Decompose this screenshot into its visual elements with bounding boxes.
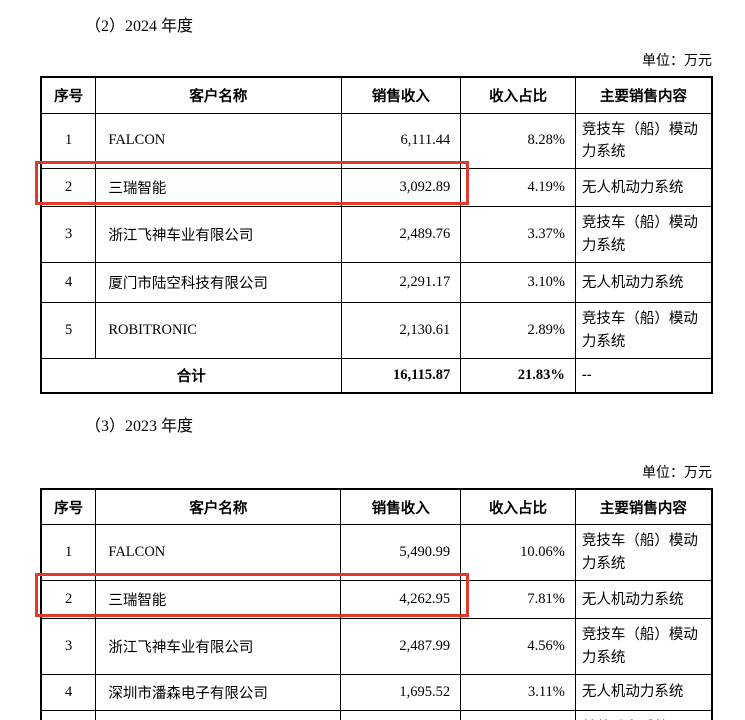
table-header-row: 序号 客户名称 销售收入 收入占比 主要销售内容: [40, 488, 713, 526]
cell-total-revenue: 16,115.87: [340, 358, 462, 394]
col-header-content: 主要销售内容: [574, 76, 713, 114]
cell-total-share: 21.83%: [460, 358, 576, 394]
cell-content: 无人机动力系统: [574, 262, 713, 304]
cell-revenue: 2,130.61: [340, 302, 462, 360]
col-header-no: 序号: [40, 488, 97, 526]
table-row: 4 深圳市潘森电子有限公司 1,695.52 3.11% 无人机动力系统: [40, 674, 713, 712]
table-total-row: 合计 16,115.87 21.83% --: [40, 358, 713, 394]
table-row: 5 ROBITRONIC 2,130.61 2.89% 竞技车（船）模动力系统: [40, 302, 713, 360]
customer-table-2023: 序号 客户名称 销售收入 收入占比 主要销售内容 1 FALCON 5,490.…: [40, 487, 713, 720]
cell-customer: ROBITRONIC: [95, 302, 342, 360]
cell-revenue: 1,667.40: [340, 710, 462, 720]
table-row-highlighted: 2 三瑞智能 3,092.89 4.19% 无人机动力系统: [40, 168, 713, 208]
table-row-highlighted: 2 三瑞智能 4,262.95 7.81% 无人机动力系统: [40, 580, 713, 620]
cell-share: 3.37%: [460, 206, 576, 264]
table-row: 1 FALCON 6,111.44 8.28% 竞技车（船）模动力系统: [40, 112, 713, 170]
cell-total-label: 合计: [40, 358, 342, 394]
cell-content: 竞技车（船）模动力系统: [574, 618, 713, 676]
cell-revenue: 2,487.99: [340, 618, 462, 676]
cell-share: 7.81%: [460, 580, 576, 620]
section-heading-2024: （2）2024 年度: [85, 18, 194, 35]
cell-content: 竞技车（船）模动力系统: [574, 112, 713, 170]
cell-customer: 厦门市陆空科技有限公司: [95, 262, 342, 304]
col-header-customer: 客户名称: [95, 76, 342, 114]
cell-no: 2: [40, 580, 97, 620]
cell-customer: FALCON: [95, 524, 342, 582]
cell-customer: 浙江飞神车业有限公司: [95, 206, 342, 264]
cell-no: 3: [40, 618, 97, 676]
cell-share: 4.56%: [460, 618, 576, 676]
cell-no: 5: [40, 302, 97, 360]
cell-content: 无人机动力系统: [574, 674, 713, 712]
customer-table-2024: 序号 客户名称 销售收入 收入占比 主要销售内容 1 FALCON 6,111.…: [40, 76, 713, 394]
col-header-no: 序号: [40, 76, 97, 114]
table-row: 1 FALCON 5,490.99 10.06% 竞技车（船）模动力系统: [40, 524, 713, 582]
cell-customer: 浙江飞神车业有限公司: [95, 618, 342, 676]
cell-revenue: 3,092.89: [340, 168, 462, 208]
cell-content: 无人机动力系统: [574, 168, 713, 208]
cell-revenue: 6,111.44: [340, 112, 462, 170]
table-row: 4 厦门市陆空科技有限公司 2,291.17 3.10% 无人机动力系统: [40, 262, 713, 304]
unit-label-2023: 单位：万元: [642, 465, 712, 481]
cell-revenue: 5,490.99: [340, 524, 462, 582]
cell-content: 其他动力系统: [574, 710, 713, 720]
col-header-customer: 客户名称: [95, 488, 342, 526]
cell-customer: 深圳市潘森电子有限公司: [95, 674, 342, 712]
cell-no: 4: [40, 674, 97, 712]
section-heading-2023: （3）2023 年度: [85, 417, 194, 435]
table-row: 5 惠州市彼得科技有限公司 1,667.40 3.06% 其他动力系统: [40, 710, 713, 720]
cell-content: 无人机动力系统: [574, 580, 713, 620]
cell-no: 2: [40, 168, 97, 208]
col-header-share: 收入占比: [460, 76, 576, 114]
table-2023: 序号 客户名称 销售收入 收入占比 主要销售内容 1 FALCON 5,490.…: [35, 487, 715, 720]
cell-total-content: --: [574, 358, 713, 394]
table-row: 3 浙江飞神车业有限公司 2,487.99 4.56% 竞技车（船）模动力系统: [40, 618, 713, 676]
cell-revenue: 2,489.76: [340, 206, 462, 264]
cell-content: 竞技车（船）模动力系统: [574, 302, 713, 360]
cell-no: 1: [40, 112, 97, 170]
col-header-revenue: 销售收入: [340, 76, 462, 114]
unit-label-2024: 单位：万元: [642, 54, 712, 69]
table-2024: 序号 客户名称 销售收入 收入占比 主要销售内容 1 FALCON 6,111.…: [35, 76, 715, 394]
cell-no: 4: [40, 262, 97, 304]
cell-content: 竞技车（船）模动力系统: [574, 524, 713, 582]
cell-revenue: 4,262.95: [340, 580, 462, 620]
cell-revenue: 1,695.52: [340, 674, 462, 712]
table-header-row: 序号 客户名称 销售收入 收入占比 主要销售内容: [40, 76, 713, 114]
cell-share: 8.28%: [460, 112, 576, 170]
col-header-share: 收入占比: [460, 488, 576, 526]
cell-share: 3.06%: [460, 710, 576, 720]
cell-customer: 三瑞智能: [95, 580, 342, 620]
cell-customer: FALCON: [95, 112, 342, 170]
cell-share: 4.19%: [460, 168, 576, 208]
col-header-content: 主要销售内容: [574, 488, 713, 526]
cell-share: 2.89%: [460, 302, 576, 360]
cell-customer: 惠州市彼得科技有限公司: [95, 710, 342, 720]
cell-revenue: 2,291.17: [340, 262, 462, 304]
cell-content: 竞技车（船）模动力系统: [574, 206, 713, 264]
cell-customer: 三瑞智能: [95, 168, 342, 208]
col-header-revenue: 销售收入: [340, 488, 462, 526]
cell-no: 5: [40, 710, 97, 720]
table-row: 3 浙江飞神车业有限公司 2,489.76 3.37% 竞技车（船）模动力系统: [40, 206, 713, 264]
cell-no: 1: [40, 524, 97, 582]
cell-share: 10.06%: [460, 524, 576, 582]
cell-no: 3: [40, 206, 97, 264]
cell-share: 3.11%: [460, 674, 576, 712]
cell-share: 3.10%: [460, 262, 576, 304]
